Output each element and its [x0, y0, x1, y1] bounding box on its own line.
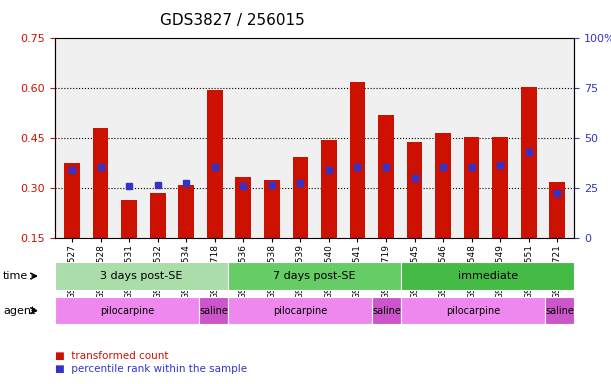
Bar	[349, 82, 365, 238]
Bar	[264, 180, 280, 238]
Bar	[321, 140, 337, 238]
Bar	[492, 137, 508, 238]
Text: ■  percentile rank within the sample: ■ percentile rank within the sample	[55, 364, 247, 374]
Text: 3 days post-SE: 3 days post-SE	[100, 271, 183, 281]
Bar	[378, 115, 394, 238]
Text: agent: agent	[3, 306, 35, 316]
Bar	[549, 182, 565, 238]
Bar	[407, 142, 422, 238]
Text: time: time	[3, 271, 28, 281]
Bar	[150, 193, 166, 238]
Bar	[293, 157, 308, 238]
Text: GDS3827 / 256015: GDS3827 / 256015	[160, 13, 304, 28]
Bar	[178, 185, 194, 238]
Text: saline: saline	[372, 306, 401, 316]
Bar	[464, 137, 480, 238]
Bar	[207, 90, 222, 238]
Bar	[235, 177, 251, 238]
Text: pilocarpine: pilocarpine	[446, 306, 500, 316]
Bar	[122, 200, 137, 238]
Text: saline: saline	[199, 306, 228, 316]
Bar	[521, 87, 536, 238]
Bar	[64, 163, 80, 238]
Bar	[93, 128, 109, 238]
Text: pilocarpine: pilocarpine	[273, 306, 327, 316]
Text: ■  transformed count: ■ transformed count	[55, 351, 169, 361]
Text: pilocarpine: pilocarpine	[100, 306, 154, 316]
Bar	[435, 133, 451, 238]
Text: saline: saline	[546, 306, 574, 316]
Text: immediate: immediate	[458, 271, 518, 281]
Text: 7 days post-SE: 7 days post-SE	[273, 271, 356, 281]
